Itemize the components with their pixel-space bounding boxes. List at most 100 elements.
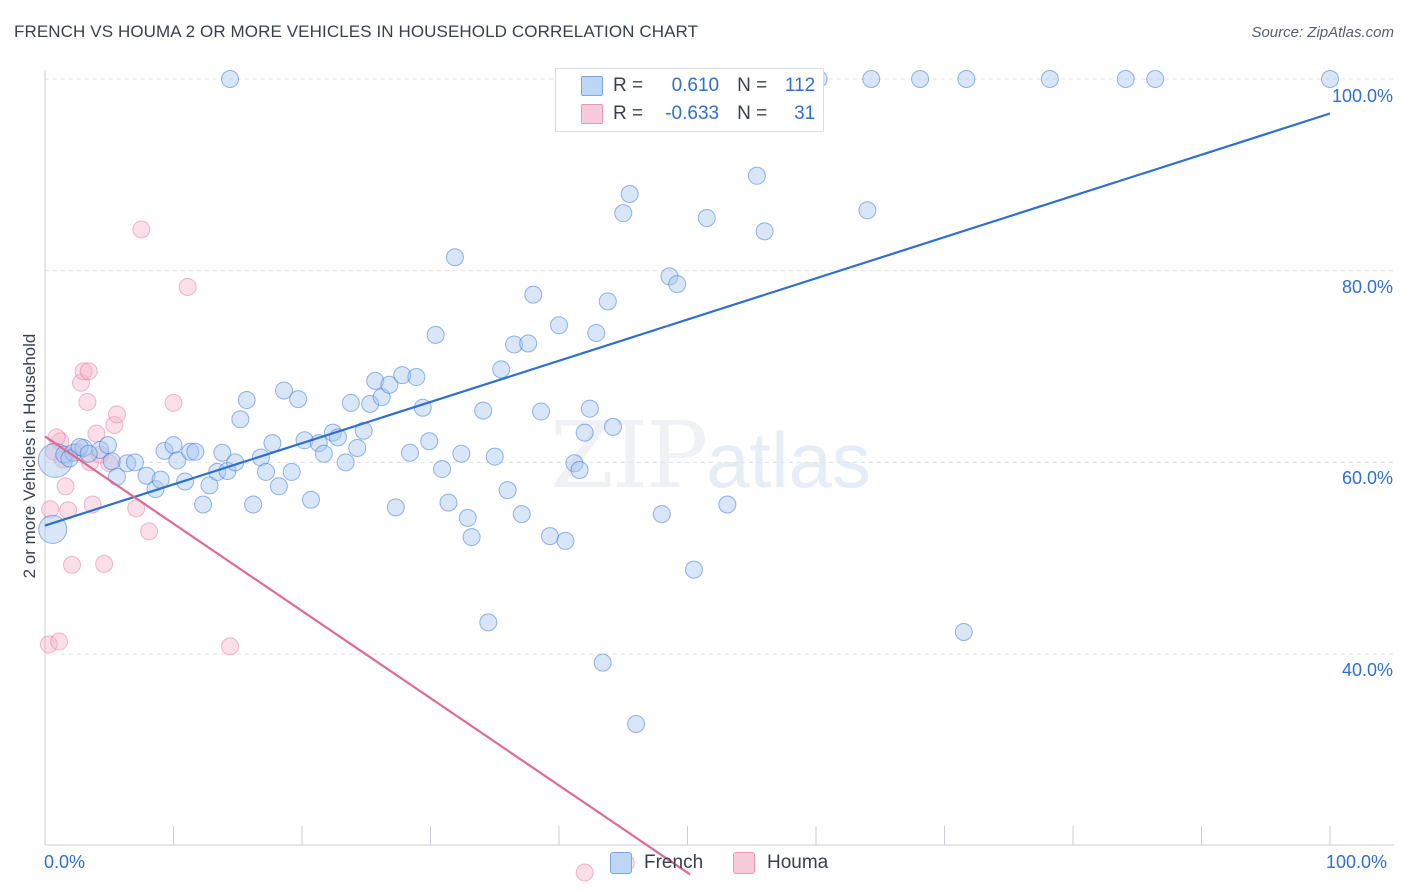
french-point (439, 493, 458, 512)
houma-point (127, 499, 146, 518)
french-point (620, 185, 639, 203)
houma-r-value: -0.633 (665, 103, 720, 124)
french-point (524, 285, 543, 304)
french-point (200, 476, 219, 495)
french-point (614, 204, 633, 223)
french-point (541, 527, 560, 546)
houma-point (105, 415, 124, 434)
french-trend-line (44, 112, 1331, 527)
french-point (668, 275, 687, 294)
french-point (452, 444, 471, 463)
french-n-value: 112 (784, 75, 816, 96)
french-point (1116, 70, 1135, 88)
french-point (314, 444, 333, 463)
houma-point (221, 637, 240, 656)
french-legend-label: French (644, 852, 704, 873)
houma-point (107, 405, 126, 424)
french-point (479, 613, 498, 632)
french-point (354, 421, 373, 440)
french-point (181, 442, 200, 461)
houma-n-value: 31 (794, 103, 816, 124)
french-point (164, 436, 183, 455)
french-point (70, 438, 89, 456)
french-point (519, 334, 538, 353)
french-point (244, 495, 263, 514)
houma-point (575, 863, 594, 882)
french-point (862, 70, 881, 88)
french-point (532, 402, 551, 421)
french-point (263, 434, 282, 453)
source-label: Source: ZipAtlas.com (1251, 24, 1394, 41)
french-point (194, 495, 213, 514)
french-point (393, 366, 412, 385)
french-point (213, 443, 232, 462)
houma-point (39, 635, 58, 654)
legend-row-french: R = 0.610 N = 112 (556, 71, 815, 101)
french-point (652, 505, 671, 524)
french-point (556, 531, 575, 550)
french-point (336, 453, 355, 472)
french-point (186, 442, 205, 461)
french-point (348, 438, 367, 457)
french-point (598, 292, 617, 311)
french-point (603, 417, 622, 436)
y-tick-80: 80.0% (1341, 277, 1393, 297)
french-point (485, 447, 504, 466)
french-point (407, 368, 426, 387)
bottom-legend-houma: Houma (733, 852, 828, 874)
french-point (118, 454, 137, 473)
french-point (911, 70, 930, 88)
french-r-value: 0.610 (671, 75, 720, 96)
houma-point (164, 393, 183, 412)
french-point (282, 462, 301, 481)
houma-legend-swatch (733, 852, 755, 874)
french-point (593, 653, 612, 672)
french-point (512, 505, 531, 524)
french-point (627, 714, 646, 733)
french-point (102, 452, 121, 471)
watermark-atlas: atlas (706, 416, 871, 504)
chart-title: FRENCH VS HOUMA 2 OR MORE VEHICLES IN HO… (14, 22, 699, 41)
french-swatch (581, 76, 603, 96)
french-point (1146, 70, 1165, 88)
french-point (231, 410, 250, 429)
french-point (697, 208, 716, 227)
french-point (380, 375, 399, 394)
french-point (275, 381, 294, 400)
french-point (168, 451, 187, 470)
french-point (269, 477, 288, 496)
houma-point (41, 500, 60, 519)
houma-point (71, 373, 90, 392)
french-point (755, 222, 774, 241)
x-tick-min: 0.0% (44, 852, 86, 872)
houma-point (132, 220, 151, 239)
french-point (386, 498, 405, 517)
french-point (237, 391, 256, 410)
n-label: N = (737, 103, 768, 124)
x-tick-max: 100.0% (1326, 852, 1388, 872)
houma-trend-line (44, 435, 691, 876)
french-point (957, 70, 976, 88)
houma-point (95, 554, 114, 573)
bottom-legend-french: French (610, 852, 703, 874)
french-point (575, 423, 594, 442)
french-point (550, 316, 568, 335)
french-point (400, 443, 419, 462)
french-point (341, 393, 360, 412)
french-point (361, 394, 380, 413)
correlation-legend: R = 0.610 N = 112 R = -0.633 N = 31 (555, 68, 824, 132)
french-point (366, 371, 385, 390)
houma-legend-label: Houma (767, 852, 829, 873)
r-label: R = (613, 75, 644, 96)
french-point (125, 453, 144, 472)
r-label: R = (613, 103, 644, 124)
french-point (498, 481, 517, 500)
french-point (420, 432, 439, 451)
houma-swatch (581, 104, 603, 124)
french-point (580, 399, 599, 418)
french-point (492, 360, 511, 379)
french-point (954, 622, 973, 641)
french-point (660, 267, 679, 286)
french-point (684, 560, 703, 579)
